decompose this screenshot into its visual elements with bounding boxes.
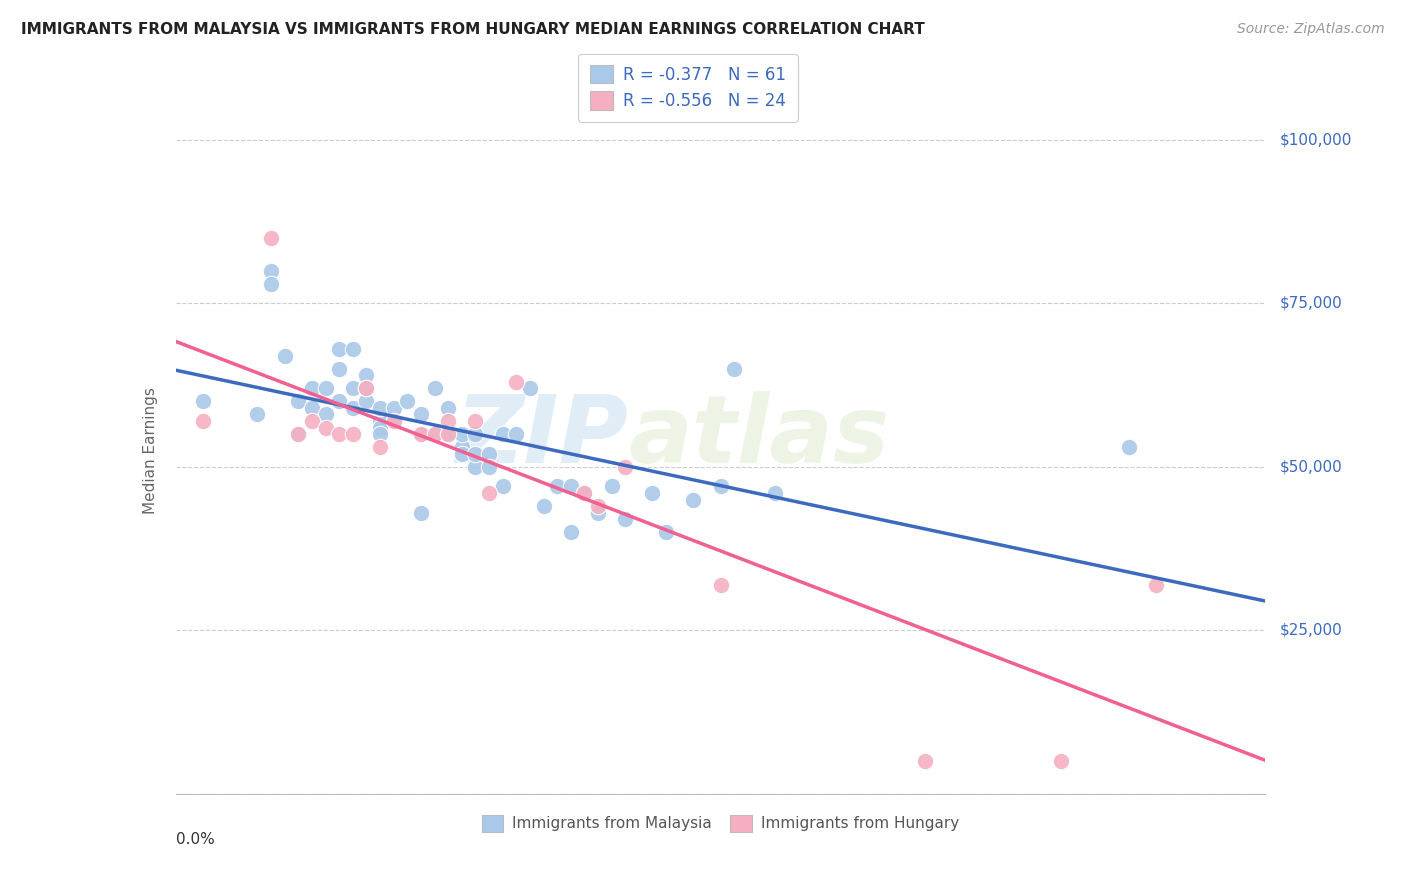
Point — [342, 401, 364, 415]
Point — [409, 427, 432, 442]
Point — [914, 754, 936, 768]
Point — [423, 427, 446, 442]
Point — [586, 506, 609, 520]
Point — [287, 427, 309, 442]
Point — [356, 394, 378, 409]
Point — [464, 414, 486, 428]
Point — [368, 414, 391, 428]
Point — [382, 414, 405, 428]
Point — [464, 459, 486, 474]
Point — [655, 525, 678, 540]
Point — [287, 427, 309, 442]
Point — [533, 499, 555, 513]
Point — [368, 401, 391, 415]
Point — [342, 342, 364, 356]
Point — [478, 486, 501, 500]
Point — [274, 349, 297, 363]
Point — [301, 414, 323, 428]
Point — [342, 381, 364, 395]
Point — [191, 394, 214, 409]
Point — [409, 506, 432, 520]
Point — [450, 447, 472, 461]
Point — [191, 414, 214, 428]
Point — [368, 420, 391, 434]
Point — [382, 414, 405, 428]
Text: $25,000: $25,000 — [1279, 623, 1343, 638]
Point — [1050, 754, 1073, 768]
Text: $50,000: $50,000 — [1279, 459, 1343, 475]
Point — [464, 427, 486, 442]
Point — [710, 479, 733, 493]
Point — [763, 486, 786, 500]
Point — [396, 394, 419, 409]
Text: 0.0%: 0.0% — [176, 831, 215, 847]
Point — [437, 427, 460, 442]
Text: ZIP: ZIP — [456, 391, 628, 483]
Point — [505, 375, 527, 389]
Point — [409, 408, 432, 422]
Text: $75,000: $75,000 — [1279, 296, 1343, 310]
Point — [437, 427, 460, 442]
Point — [356, 381, 378, 395]
Point — [437, 414, 460, 428]
Point — [574, 486, 596, 500]
Point — [505, 427, 527, 442]
Point — [423, 427, 446, 442]
Point — [328, 427, 350, 442]
Point — [492, 479, 515, 493]
Point — [574, 486, 596, 500]
Point — [356, 381, 378, 395]
Point — [356, 368, 378, 383]
Point — [328, 394, 350, 409]
Point — [301, 401, 323, 415]
Text: Source: ZipAtlas.com: Source: ZipAtlas.com — [1237, 22, 1385, 37]
Point — [246, 408, 269, 422]
Point — [600, 479, 623, 493]
Point — [560, 479, 582, 493]
Point — [315, 381, 337, 395]
Point — [315, 420, 337, 434]
Point — [560, 525, 582, 540]
Point — [409, 427, 432, 442]
Point — [328, 361, 350, 376]
Point — [614, 512, 637, 526]
Point — [423, 381, 446, 395]
Point — [260, 277, 283, 291]
Point — [710, 577, 733, 591]
Point — [450, 427, 472, 442]
Point — [382, 401, 405, 415]
Point — [437, 401, 460, 415]
Point — [450, 440, 472, 454]
Point — [342, 427, 364, 442]
Legend: Immigrants from Malaysia, Immigrants from Hungary: Immigrants from Malaysia, Immigrants fro… — [475, 809, 966, 838]
Point — [478, 447, 501, 461]
Point — [519, 381, 541, 395]
Point — [315, 408, 337, 422]
Text: atlas: atlas — [628, 391, 889, 483]
Point — [546, 479, 568, 493]
Point — [260, 231, 283, 245]
Text: IMMIGRANTS FROM MALAYSIA VS IMMIGRANTS FROM HUNGARY MEDIAN EARNINGS CORRELATION : IMMIGRANTS FROM MALAYSIA VS IMMIGRANTS F… — [21, 22, 925, 37]
Point — [682, 492, 704, 507]
Point — [478, 459, 501, 474]
Point — [260, 263, 283, 277]
Point — [614, 459, 637, 474]
Point — [1118, 440, 1140, 454]
Point — [1144, 577, 1167, 591]
Point — [301, 381, 323, 395]
Y-axis label: Median Earnings: Median Earnings — [142, 387, 157, 514]
Point — [723, 361, 745, 376]
Point — [368, 440, 391, 454]
Point — [492, 427, 515, 442]
Point — [464, 447, 486, 461]
Point — [641, 486, 664, 500]
Point — [287, 394, 309, 409]
Point — [586, 499, 609, 513]
Text: $100,000: $100,000 — [1279, 132, 1351, 147]
Point — [328, 342, 350, 356]
Point — [368, 427, 391, 442]
